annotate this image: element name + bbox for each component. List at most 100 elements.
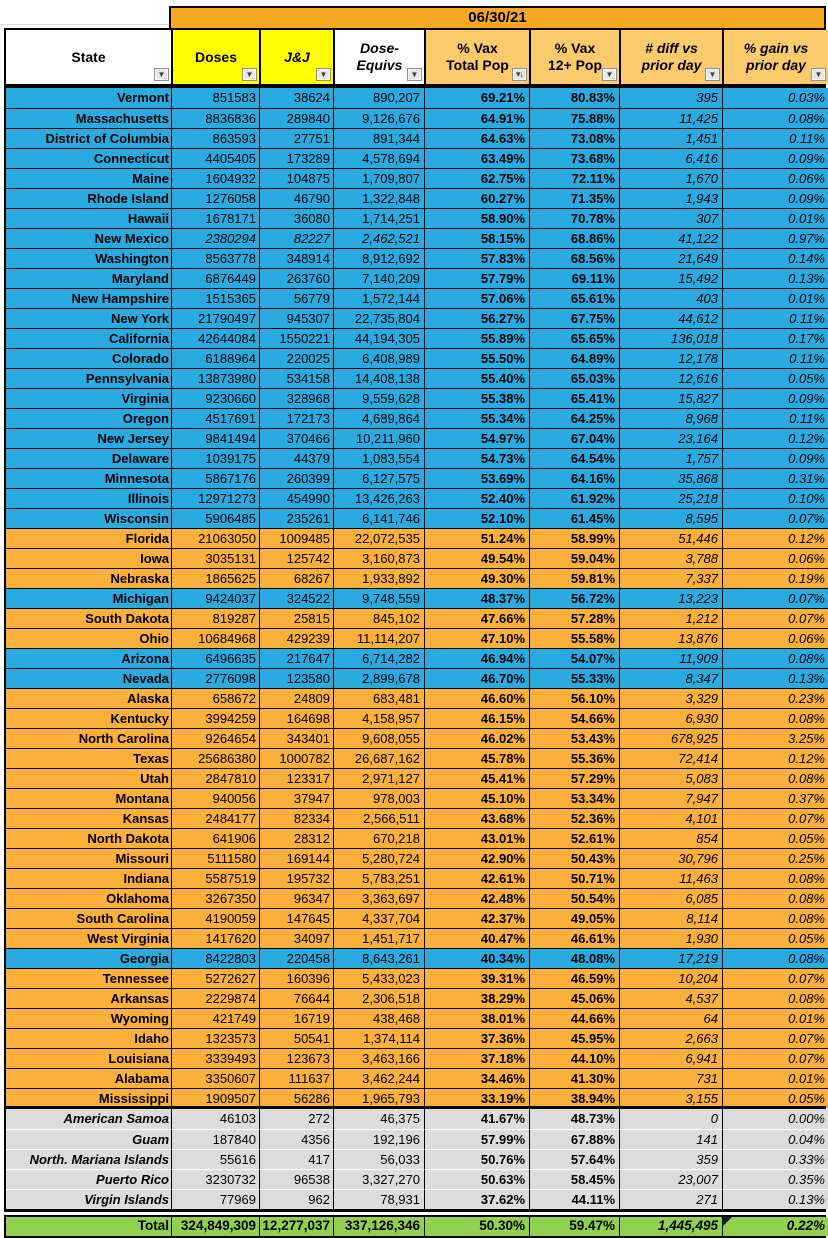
- cell-jj[interactable]: 945307: [259, 308, 333, 328]
- cell-vax_12[interactable]: 65.61%: [529, 288, 619, 308]
- cell-diff[interactable]: 731: [619, 1068, 722, 1088]
- cell-vax_total[interactable]: 45.78%: [424, 748, 529, 768]
- cell-diff[interactable]: 7,337: [619, 568, 722, 588]
- cell-jj[interactable]: 164698: [259, 708, 333, 728]
- cell-equiv[interactable]: 1,572,144: [333, 288, 424, 308]
- cell-state[interactable]: California: [6, 328, 171, 348]
- cell-vax_12[interactable]: 71.35%: [529, 188, 619, 208]
- cell-jj[interactable]: 172173: [259, 408, 333, 428]
- cell-equiv[interactable]: 337,126,346: [333, 1217, 424, 1236]
- cell-doses[interactable]: 863593: [171, 128, 259, 148]
- cell-vax_total[interactable]: 38.29%: [424, 988, 529, 1008]
- cell-state[interactable]: West Virginia: [6, 928, 171, 948]
- cell-jj[interactable]: 56286: [259, 1088, 333, 1108]
- cell-diff[interactable]: 11,463: [619, 868, 722, 888]
- cell-jj[interactable]: 429239: [259, 628, 333, 648]
- cell-vax_12[interactable]: 64.89%: [529, 348, 619, 368]
- cell-equiv[interactable]: 6,127,575: [333, 468, 424, 488]
- cell-gain[interactable]: 0.05%: [722, 368, 828, 388]
- cell-doses[interactable]: 9264654: [171, 728, 259, 748]
- cell-vax_12[interactable]: 57.29%: [529, 768, 619, 788]
- cell-jj[interactable]: 46790: [259, 188, 333, 208]
- cell-vax_total[interactable]: 58.90%: [424, 208, 529, 228]
- cell-jj[interactable]: 123673: [259, 1048, 333, 1068]
- cell-gain[interactable]: 0.11%: [722, 408, 828, 428]
- cell-vax_total[interactable]: 46.70%: [424, 668, 529, 688]
- cell-equiv[interactable]: 2,899,678: [333, 668, 424, 688]
- column-header-equiv[interactable]: Dose- Equivs ▼: [333, 30, 424, 84]
- cell-equiv[interactable]: 5,280,724: [333, 848, 424, 868]
- cell-state[interactable]: Mississippi: [6, 1088, 171, 1108]
- cell-vax_total[interactable]: 52.40%: [424, 488, 529, 508]
- cell-vax_total[interactable]: 46.15%: [424, 708, 529, 728]
- cell-equiv[interactable]: 44,194,305: [333, 328, 424, 348]
- cell-gain[interactable]: 0.08%: [722, 908, 828, 928]
- cell-gain[interactable]: 0.08%: [722, 888, 828, 908]
- cell-diff[interactable]: 6,416: [619, 148, 722, 168]
- cell-diff[interactable]: 11,909: [619, 648, 722, 668]
- date-header-cell[interactable]: 06/30/21: [169, 6, 826, 30]
- cell-doses[interactable]: 77969: [171, 1189, 259, 1209]
- cell-doses[interactable]: 187840: [171, 1129, 259, 1149]
- cell-gain[interactable]: 0.08%: [722, 948, 828, 968]
- column-header-state[interactable]: State ▼: [6, 30, 171, 84]
- cell-doses[interactable]: 1865625: [171, 568, 259, 588]
- cell-vax_12[interactable]: 67.88%: [529, 1129, 619, 1149]
- cell-gain[interactable]: 0.06%: [722, 168, 828, 188]
- cell-vax_total[interactable]: 38.01%: [424, 1008, 529, 1028]
- cell-diff[interactable]: 15,492: [619, 268, 722, 288]
- cell-gain[interactable]: 0.11%: [722, 308, 828, 328]
- cell-vax_total[interactable]: 45.10%: [424, 788, 529, 808]
- cell-state[interactable]: Tennessee: [6, 968, 171, 988]
- filter-dropdown-icon[interactable]: ▼: [705, 68, 720, 81]
- column-header-vax_total[interactable]: % Vax Total Pop ▾↓: [424, 30, 529, 84]
- cell-state[interactable]: North Carolina: [6, 728, 171, 748]
- cell-state[interactable]: Arkansas: [6, 988, 171, 1008]
- cell-state[interactable]: Utah: [6, 768, 171, 788]
- cell-diff[interactable]: 15,827: [619, 388, 722, 408]
- cell-doses[interactable]: 1909507: [171, 1088, 259, 1108]
- cell-vax_12[interactable]: 70.78%: [529, 208, 619, 228]
- cell-vax_12[interactable]: 45.06%: [529, 988, 619, 1008]
- cell-jj[interactable]: 324522: [259, 588, 333, 608]
- cell-gain[interactable]: 0.03%: [722, 88, 828, 108]
- cell-doses[interactable]: 5587519: [171, 868, 259, 888]
- cell-gain[interactable]: 0.33%: [722, 1149, 828, 1169]
- cell-state[interactable]: Illinois: [6, 488, 171, 508]
- cell-gain[interactable]: 0.25%: [722, 848, 828, 868]
- cell-state[interactable]: Idaho: [6, 1028, 171, 1048]
- cell-vax_12[interactable]: 41.30%: [529, 1068, 619, 1088]
- cell-vax_12[interactable]: 52.36%: [529, 808, 619, 828]
- cell-doses[interactable]: 5111580: [171, 848, 259, 868]
- cell-gain[interactable]: 0.07%: [722, 1048, 828, 1068]
- cell-equiv[interactable]: 10,211,960: [333, 428, 424, 448]
- cell-vax_total[interactable]: 42.61%: [424, 868, 529, 888]
- cell-vax_total[interactable]: 55.38%: [424, 388, 529, 408]
- cell-diff[interactable]: 35,868: [619, 468, 722, 488]
- cell-state[interactable]: Kentucky: [6, 708, 171, 728]
- column-header-diff[interactable]: # diff vs prior day ▼: [619, 30, 722, 84]
- cell-equiv[interactable]: 670,218: [333, 828, 424, 848]
- cell-gain[interactable]: 0.07%: [722, 508, 828, 528]
- cell-equiv[interactable]: 13,426,263: [333, 488, 424, 508]
- cell-equiv[interactable]: 6,714,282: [333, 648, 424, 668]
- cell-equiv[interactable]: 3,363,697: [333, 888, 424, 908]
- cell-vax_12[interactable]: 65.03%: [529, 368, 619, 388]
- cell-gain[interactable]: 0.08%: [722, 768, 828, 788]
- cell-diff[interactable]: 271: [619, 1189, 722, 1209]
- cell-state[interactable]: Georgia: [6, 948, 171, 968]
- cell-jj[interactable]: 173289: [259, 148, 333, 168]
- column-header-vax_12[interactable]: % Vax 12+ Pop ▼: [529, 30, 619, 84]
- cell-doses[interactable]: 1276058: [171, 188, 259, 208]
- cell-vax_total[interactable]: 55.89%: [424, 328, 529, 348]
- cell-jj[interactable]: 1000782: [259, 748, 333, 768]
- cell-vax_total[interactable]: 64.91%: [424, 108, 529, 128]
- cell-doses[interactable]: 2847810: [171, 768, 259, 788]
- cell-vax_total[interactable]: 41.67%: [424, 1109, 529, 1129]
- cell-gain[interactable]: 0.22%: [722, 1217, 828, 1236]
- filter-dropdown-icon[interactable]: ▼: [602, 68, 617, 81]
- cell-state[interactable]: New York: [6, 308, 171, 328]
- cell-diff[interactable]: 4,101: [619, 808, 722, 828]
- cell-diff[interactable]: 51,446: [619, 528, 722, 548]
- cell-vax_total[interactable]: 49.54%: [424, 548, 529, 568]
